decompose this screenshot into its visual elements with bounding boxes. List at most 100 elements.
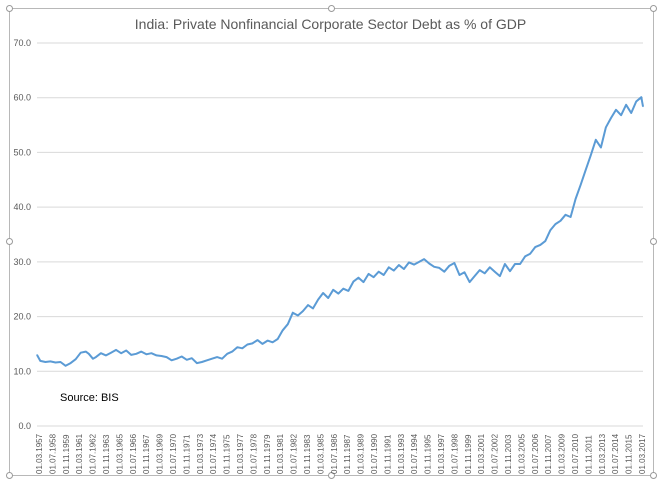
x-tick-label: 01.11.1967	[142, 434, 151, 474]
data-point	[65, 365, 67, 367]
data-point	[509, 270, 511, 272]
data-point	[458, 274, 461, 276]
x-tick-label: 01.03.1977	[236, 433, 245, 474]
data-point	[595, 139, 597, 141]
data-point	[504, 263, 506, 265]
data-point	[80, 352, 82, 354]
data-point	[140, 351, 142, 353]
data-point	[110, 352, 112, 354]
resize-handle-middle-left[interactable]	[6, 238, 13, 245]
data-point	[171, 359, 173, 361]
data-point	[423, 258, 425, 260]
data-point	[272, 341, 274, 343]
data-point	[39, 360, 41, 362]
resize-handle-middle-right[interactable]	[650, 238, 657, 245]
data-point	[196, 362, 198, 364]
data-point	[443, 271, 445, 273]
data-point	[499, 275, 501, 277]
x-tick-label: 01.03.2009	[558, 433, 567, 474]
y-tick-label: 0.0	[18, 421, 31, 431]
x-tick-label: 01.03.1969	[156, 433, 165, 474]
data-point	[564, 214, 567, 216]
data-point	[241, 347, 243, 349]
source-annotation: Source: BIS	[60, 392, 119, 404]
x-tick-label: 01.07.1966	[129, 433, 138, 474]
data-point	[398, 264, 400, 266]
data-point	[408, 261, 410, 263]
x-tick-label: 01.11.1971	[182, 434, 191, 474]
data-point	[494, 271, 496, 273]
x-tick-label: 01.11.1963	[102, 434, 111, 474]
y-tick-label: 60.0	[13, 93, 31, 103]
data-point	[630, 112, 632, 114]
series-line	[36, 96, 644, 367]
data-point	[201, 361, 203, 363]
data-point	[484, 272, 486, 274]
series-group	[36, 96, 644, 367]
x-tick-label: 01.07.2006	[531, 433, 540, 474]
data-point	[206, 359, 208, 361]
data-point	[120, 352, 122, 354]
data-point	[373, 276, 375, 278]
data-point	[433, 266, 435, 268]
x-tick-label: 01.03.1957	[35, 433, 44, 474]
data-point	[261, 343, 264, 345]
data-point	[130, 354, 132, 356]
data-point	[322, 292, 324, 294]
data-point	[463, 271, 466, 273]
x-tick-label: 01.03.1965	[115, 433, 124, 474]
data-point	[539, 244, 541, 246]
x-tick-label: 01.03.2013	[598, 433, 607, 474]
data-point	[357, 277, 360, 279]
data-point	[479, 269, 481, 271]
resize-handle-bottom-right[interactable]	[650, 472, 657, 479]
data-point	[352, 281, 354, 283]
x-tick-label: 01.11.2015	[625, 434, 634, 474]
data-point	[211, 358, 213, 360]
data-point	[378, 271, 380, 273]
data-point	[580, 184, 582, 186]
data-point	[59, 361, 62, 363]
data-point	[287, 323, 289, 325]
gridlines	[37, 42, 643, 427]
resize-handle-bottom-left[interactable]	[6, 472, 13, 479]
y-tick-label: 50.0	[13, 147, 31, 157]
x-tick-label: 01.07.1958	[48, 433, 57, 474]
data-point	[36, 354, 38, 356]
resize-handle-bottom-middle[interactable]	[328, 472, 335, 479]
data-point	[514, 263, 516, 265]
resize-handle-top-left[interactable]	[6, 5, 13, 12]
data-point	[88, 353, 90, 355]
data-point	[554, 223, 557, 225]
data-point	[256, 339, 259, 341]
y-tick-label: 20.0	[13, 312, 31, 322]
data-point	[610, 117, 612, 119]
data-point	[605, 126, 607, 128]
data-point	[226, 353, 228, 355]
data-point	[544, 240, 546, 242]
data-point	[489, 266, 491, 268]
data-point	[95, 356, 97, 358]
data-point	[44, 361, 47, 363]
resize-handle-top-middle[interactable]	[328, 5, 335, 12]
data-point	[642, 105, 644, 108]
data-point	[368, 273, 370, 275]
data-point	[92, 358, 94, 360]
data-point	[453, 262, 455, 264]
data-point	[145, 353, 147, 355]
x-tick-label: 01.03.2017	[638, 433, 647, 474]
x-tick-label: 01.03.1993	[397, 433, 406, 474]
data-point	[635, 100, 637, 103]
data-point	[549, 229, 552, 231]
data-point	[383, 274, 385, 276]
x-tick-label: 01.11.2007	[544, 434, 553, 474]
data-point	[267, 340, 269, 342]
x-tick-label: 01.11.2003	[504, 434, 513, 474]
x-tick-label: 01.07.1962	[89, 433, 98, 474]
chart-title: India: Private Nonfinancial Corporate Se…	[134, 16, 527, 32]
x-tick-label: 01.11.1995	[424, 434, 433, 474]
data-point	[337, 293, 339, 295]
x-tick-label: 01.11.1979	[263, 434, 272, 474]
y-tick-label: 10.0	[13, 366, 31, 376]
resize-handle-top-right[interactable]	[650, 5, 657, 12]
